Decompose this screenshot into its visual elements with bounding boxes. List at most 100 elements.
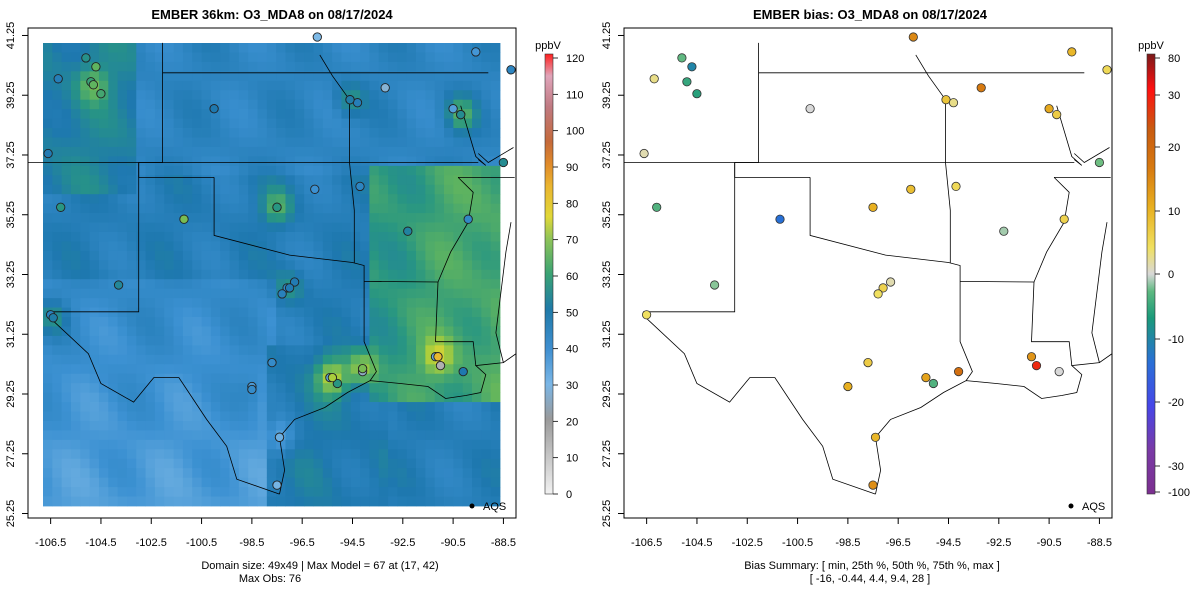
model-grid-cell	[70, 203, 81, 214]
model-grid-cell	[238, 43, 249, 53]
model-grid-cell	[145, 373, 156, 384]
left-y-tick-label: 29.25	[5, 380, 17, 408]
model-grid-cell	[145, 156, 156, 167]
model-grid-cell	[472, 175, 482, 186]
model-grid-cell	[117, 231, 128, 242]
model-grid-cell	[388, 402, 398, 412]
model-grid-cell	[80, 373, 91, 384]
model-grid-cell	[313, 71, 324, 82]
model-grid-cell	[89, 146, 100, 157]
model-grid-cell	[425, 43, 436, 53]
model-grid-cell	[369, 430, 380, 441]
model-grid-cell	[117, 288, 128, 299]
model-grid-cell	[285, 146, 296, 157]
model-grid-cell	[276, 402, 286, 412]
model-grid-cell	[248, 109, 258, 119]
left-state-border	[213, 177, 377, 381]
model-grid-cell	[61, 345, 72, 356]
model-grid-cell	[229, 109, 240, 119]
model-grid-cell	[332, 373, 342, 384]
model-grid-cell	[276, 184, 286, 195]
model-grid-cell	[238, 354, 249, 365]
model-grid-cell	[164, 458, 174, 469]
model-grid-cell	[434, 373, 445, 384]
model-grid-cell	[388, 335, 398, 346]
model-grid-cell	[397, 411, 408, 422]
model-grid-cell	[322, 222, 333, 233]
model-grid-cell	[322, 241, 333, 252]
model-grid-cell	[117, 175, 128, 186]
model-grid-cell	[462, 250, 473, 261]
model-grid-cell	[472, 364, 482, 375]
obs-site-marker	[81, 53, 91, 63]
model-grid-cell	[136, 354, 146, 365]
right-y-tick-label: 37.25	[601, 141, 613, 169]
model-grid-cell	[481, 156, 492, 167]
model-grid-cell	[360, 307, 370, 318]
model-grid-cell	[98, 194, 109, 205]
model-grid-cell	[313, 449, 324, 460]
model-grid-cell	[304, 128, 314, 138]
model-grid-cell	[145, 146, 156, 157]
model-grid-cell	[52, 137, 63, 148]
model-grid-cell	[192, 317, 202, 327]
bias-site-marker	[1031, 360, 1042, 371]
model-grid-cell	[154, 80, 165, 91]
model-grid-cell	[220, 109, 230, 119]
model-grid-cell	[481, 269, 492, 280]
model-grid-cell	[52, 184, 63, 195]
model-grid-cell	[43, 231, 53, 242]
obs-site-marker	[96, 89, 106, 99]
model-grid-cell	[453, 439, 464, 450]
model-grid-cell	[136, 317, 146, 327]
model-grid-cell	[350, 128, 361, 138]
model-grid-cell	[164, 269, 174, 280]
model-grid-cell	[98, 458, 109, 469]
model-grid-cell	[360, 137, 370, 148]
model-grid-cell	[182, 392, 193, 403]
model-grid-cell	[472, 468, 482, 479]
model-grid-cell	[98, 326, 109, 337]
model-grid-cell	[266, 458, 277, 469]
model-grid-cell	[462, 402, 473, 412]
model-grid-cell	[332, 326, 342, 337]
model-grid-cell	[220, 392, 230, 403]
model-grid-cell	[462, 458, 473, 469]
model-grid-cell	[154, 420, 165, 431]
model-grid-cell	[490, 298, 501, 308]
model-grid-cell	[173, 260, 184, 271]
model-grid-cell	[201, 250, 212, 261]
model-grid-cell	[173, 109, 184, 119]
model-grid-cell	[444, 364, 454, 375]
model-grid-cell	[416, 298, 426, 308]
bias-site-marker	[948, 98, 959, 108]
model-grid-cell	[117, 326, 128, 337]
model-grid-cell	[182, 439, 193, 450]
model-grid-cell	[285, 402, 296, 412]
model-grid-cell	[257, 165, 268, 176]
model-grid-cell	[126, 487, 137, 497]
model-grid-cell	[425, 430, 436, 441]
model-grid-cell	[70, 383, 81, 394]
model-grid-cell	[341, 61, 352, 72]
model-grid-cell	[61, 156, 72, 167]
model-grid-cell	[126, 175, 137, 186]
left-site-markers	[43, 32, 516, 490]
model-grid-cell	[229, 231, 240, 242]
model-grid-cell	[360, 156, 370, 167]
model-grid-cell	[490, 43, 501, 53]
model-grid-cell	[425, 109, 436, 119]
model-grid-cell	[136, 128, 146, 138]
model-grid-cell	[322, 402, 333, 412]
model-grid-cell	[276, 487, 286, 497]
model-grid-cell	[145, 99, 156, 110]
model-grid-cell	[229, 118, 240, 129]
bias-site-marker	[775, 214, 785, 224]
model-grid-cell	[145, 477, 156, 488]
model-grid-cell	[182, 61, 193, 72]
model-grid-cell	[182, 487, 193, 497]
model-grid-cell	[406, 118, 417, 129]
model-grid-cell	[425, 241, 436, 252]
model-grid-cell	[52, 430, 63, 441]
model-grid-cell	[173, 487, 184, 497]
